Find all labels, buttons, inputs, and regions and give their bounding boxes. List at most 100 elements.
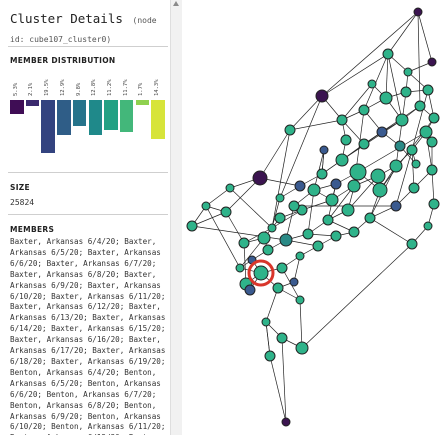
graph-node[interactable] xyxy=(408,182,420,194)
scroll-up-arrow-icon[interactable] xyxy=(173,1,179,6)
graph-edge xyxy=(205,205,241,269)
graph-nodes[interactable] xyxy=(186,7,440,427)
members-list: Baxter, Arkansas 6/4/20; Baxter, Arkansa… xyxy=(10,237,166,435)
graph-node[interactable] xyxy=(276,262,288,274)
graph-node[interactable] xyxy=(264,350,276,362)
graph-node[interactable] xyxy=(262,244,274,256)
graph-node[interactable] xyxy=(422,84,434,96)
graph-node[interactable] xyxy=(411,159,421,169)
graph-node[interactable] xyxy=(426,136,438,148)
graph-node[interactable] xyxy=(349,163,367,181)
graph-node[interactable] xyxy=(340,134,352,146)
graph-node[interactable] xyxy=(335,153,349,167)
distribution-pct-label: 19.5% xyxy=(44,79,51,96)
graph-node[interactable] xyxy=(427,57,437,67)
graph-node[interactable] xyxy=(372,182,388,198)
graph-node[interactable] xyxy=(295,295,305,305)
graph-node[interactable] xyxy=(244,284,256,296)
graph-edge xyxy=(385,53,389,99)
graph-node[interactable] xyxy=(423,221,433,231)
graph-node[interactable] xyxy=(295,341,309,355)
graph-node[interactable] xyxy=(275,193,285,203)
graph-node[interactable] xyxy=(341,203,355,217)
graph-edge xyxy=(225,211,245,244)
graph-node[interactable] xyxy=(390,200,402,212)
graph-edge xyxy=(301,243,413,349)
graph-node[interactable] xyxy=(294,180,306,192)
graph-node[interactable] xyxy=(274,212,286,224)
graph-edge xyxy=(417,11,421,107)
graph-node[interactable] xyxy=(406,238,418,250)
graph-node[interactable] xyxy=(358,138,370,150)
graph-node[interactable] xyxy=(267,223,277,233)
graph-node[interactable] xyxy=(330,178,342,190)
graph-node[interactable] xyxy=(419,125,433,139)
graph-node[interactable] xyxy=(322,214,334,226)
graph-node[interactable] xyxy=(358,104,370,116)
network-graph[interactable] xyxy=(182,0,440,435)
graph-node[interactable] xyxy=(336,114,348,126)
graph-node[interactable] xyxy=(400,86,412,98)
graph-edge xyxy=(395,91,407,167)
graph-node[interactable] xyxy=(315,89,329,103)
graph-node[interactable] xyxy=(325,193,339,207)
graph-node[interactable] xyxy=(348,226,360,238)
panel-scrollbar[interactable] xyxy=(170,0,182,435)
graph-node[interactable] xyxy=(201,201,211,211)
graph-node[interactable] xyxy=(316,168,328,180)
graph-canvas[interactable] xyxy=(182,0,440,435)
graph-node[interactable] xyxy=(312,240,324,252)
selected-node-ring[interactable] xyxy=(247,259,275,287)
graph-edge xyxy=(341,83,373,121)
divider xyxy=(8,214,168,215)
graph-node[interactable] xyxy=(428,112,440,124)
graph-node[interactable] xyxy=(257,231,271,245)
graph-node[interactable] xyxy=(272,282,284,294)
graph-node[interactable] xyxy=(284,124,296,136)
graph-node[interactable] xyxy=(302,228,314,240)
graph-edge xyxy=(395,149,413,207)
graph-node[interactable] xyxy=(220,206,232,218)
graph-node[interactable] xyxy=(252,170,268,186)
graph-node[interactable] xyxy=(279,233,293,247)
graph-node[interactable] xyxy=(367,79,377,89)
cluster-details-panel: Cluster Details (node id: cube107_cluste… xyxy=(0,0,170,435)
graph-node[interactable] xyxy=(426,164,438,176)
graph-node[interactable] xyxy=(295,251,305,261)
graph-node[interactable] xyxy=(319,145,329,155)
graph-node[interactable] xyxy=(289,277,299,287)
graph-node[interactable] xyxy=(428,198,440,210)
graph-node[interactable] xyxy=(235,263,245,273)
graph-edge xyxy=(265,287,279,323)
graph-node[interactable] xyxy=(403,67,413,77)
graph-node[interactable] xyxy=(261,317,271,327)
graph-node[interactable] xyxy=(253,265,269,281)
graph-node[interactable] xyxy=(395,113,409,127)
graph-node[interactable] xyxy=(414,100,426,112)
graph-node[interactable] xyxy=(276,332,288,344)
graph-node[interactable] xyxy=(376,126,388,138)
graph-edge xyxy=(411,89,429,151)
graph-edge xyxy=(387,11,419,55)
graph-node[interactable] xyxy=(281,417,291,427)
graph-node[interactable] xyxy=(307,183,321,197)
graph-node[interactable] xyxy=(288,200,300,212)
distribution-pct-label: 12.9% xyxy=(59,79,66,96)
graph-node[interactable] xyxy=(238,237,250,249)
distribution-bar xyxy=(25,100,40,106)
graph-node[interactable] xyxy=(389,159,403,173)
graph-node[interactable] xyxy=(406,144,418,156)
graph-node[interactable] xyxy=(382,48,394,60)
graph-node[interactable] xyxy=(413,7,423,17)
graph-edge xyxy=(321,11,419,97)
graph-node[interactable] xyxy=(370,168,386,184)
graph-node[interactable] xyxy=(347,179,361,193)
distribution-bar xyxy=(119,100,134,132)
graph-edge xyxy=(243,242,247,285)
graph-node[interactable] xyxy=(186,220,198,232)
graph-node[interactable] xyxy=(225,183,235,193)
graph-node[interactable] xyxy=(394,140,406,152)
graph-node[interactable] xyxy=(379,91,393,105)
graph-node[interactable] xyxy=(330,230,342,242)
graph-node[interactable] xyxy=(364,212,376,224)
